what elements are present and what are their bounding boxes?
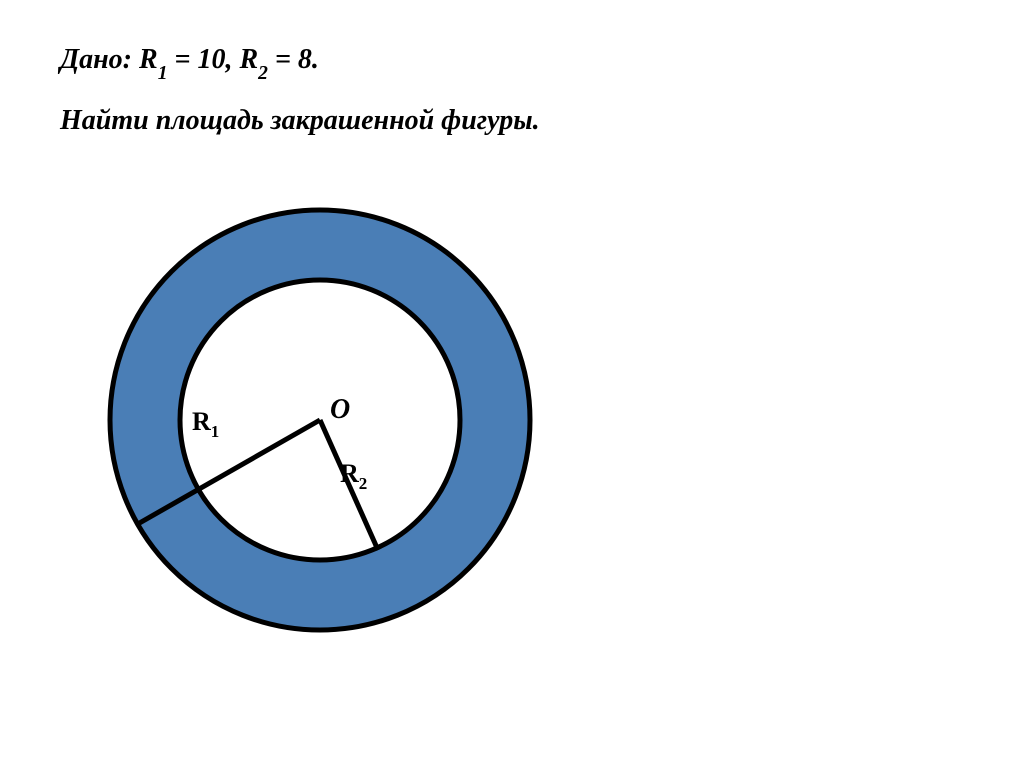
annulus-diagram: R1R2O: [60, 160, 560, 660]
diagram-container: R1R2O: [60, 160, 964, 660]
find-line: Найти площадь закрашенной фигуры.: [60, 101, 964, 140]
r1-value: 10: [197, 44, 225, 75]
label-center-o: O: [330, 394, 350, 425]
given-line: Дано: R1 = 10, R2 = 8.: [60, 40, 964, 83]
sep: ,: [225, 44, 239, 75]
r2-eq: =: [268, 44, 298, 75]
r2-value: 8: [298, 44, 312, 75]
r2-sub: 2: [258, 63, 268, 84]
given-prefix: Дано:: [60, 44, 139, 75]
r1-sub: 1: [158, 63, 168, 84]
r1-eq: =: [167, 44, 197, 75]
find-text: Найти площадь закрашенной фигуры.: [60, 105, 540, 136]
period: .: [312, 44, 319, 75]
r2-label: R: [239, 44, 258, 75]
r1-label: R: [139, 44, 158, 75]
